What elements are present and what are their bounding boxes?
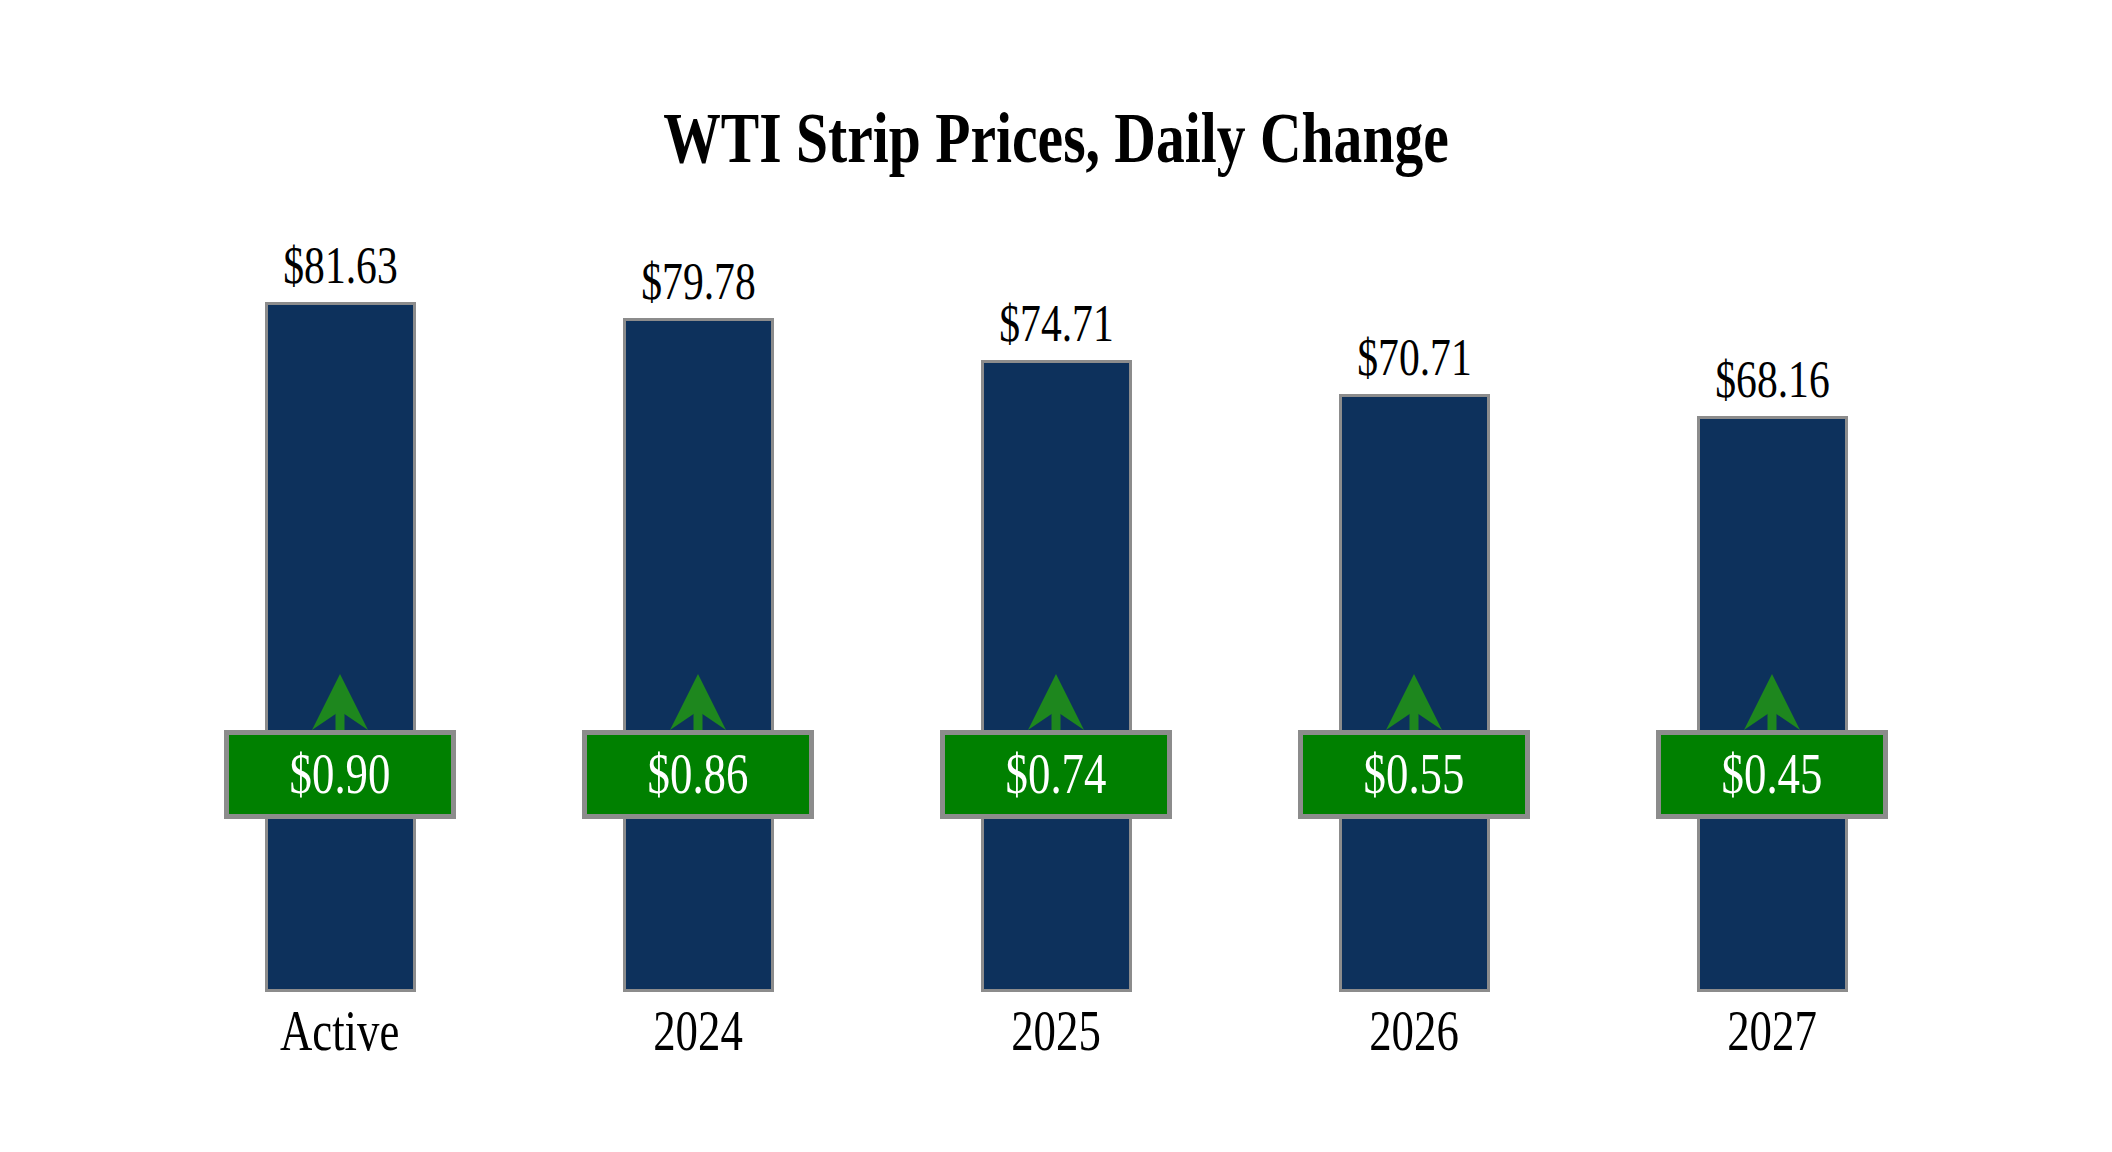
value-label: $74.71 bbox=[846, 296, 1266, 352]
change-badge-label: $0.74 bbox=[1006, 735, 1107, 813]
category-label: 2027 bbox=[1562, 1000, 1982, 1062]
category-label: Active bbox=[130, 1000, 550, 1062]
value-label-text: $74.71 bbox=[999, 296, 1113, 352]
value-label-text: $68.16 bbox=[1715, 352, 1829, 408]
value-label: $68.16 bbox=[1562, 352, 1982, 408]
value-label: $79.78 bbox=[488, 254, 908, 310]
price-bar bbox=[623, 318, 774, 992]
change-badge: $0.74 bbox=[940, 730, 1172, 819]
category-label: 2024 bbox=[488, 1000, 908, 1062]
up-arrow-icon bbox=[1386, 674, 1442, 730]
category-label-text: 2026 bbox=[1369, 1000, 1459, 1062]
chart-title-text: WTI Strip Prices, Daily Change bbox=[663, 100, 1449, 176]
change-badge: $0.86 bbox=[582, 730, 814, 819]
chart-title: WTI Strip Prices, Daily Change bbox=[0, 100, 2112, 180]
change-badge-label: $0.90 bbox=[290, 735, 391, 813]
value-label: $81.63 bbox=[130, 238, 550, 294]
change-badge: $0.55 bbox=[1298, 730, 1530, 819]
category-label: 2026 bbox=[1204, 1000, 1624, 1062]
category-label-text: Active bbox=[280, 1000, 399, 1062]
up-arrow-icon bbox=[312, 674, 368, 730]
change-badge-label: $0.45 bbox=[1722, 735, 1823, 813]
value-label-text: $81.63 bbox=[283, 238, 397, 294]
price-bar bbox=[265, 302, 416, 992]
value-label-text: $79.78 bbox=[641, 254, 755, 310]
category-label-text: 2027 bbox=[1727, 1000, 1817, 1062]
change-badge: $0.45 bbox=[1656, 730, 1888, 819]
chart: WTI Strip Prices, Daily Change $81.63 $0.… bbox=[0, 0, 2112, 1152]
value-label: $70.71 bbox=[1204, 330, 1624, 386]
up-arrow-icon bbox=[670, 674, 726, 730]
category-label-text: 2024 bbox=[653, 1000, 743, 1062]
change-badge-label: $0.55 bbox=[1364, 735, 1465, 813]
change-badge: $0.90 bbox=[224, 730, 456, 819]
category-label-text: 2025 bbox=[1011, 1000, 1101, 1062]
up-arrow-icon bbox=[1028, 674, 1084, 730]
up-arrow-icon bbox=[1744, 674, 1800, 730]
change-badge-label: $0.86 bbox=[648, 735, 749, 813]
value-label-text: $70.71 bbox=[1357, 330, 1471, 386]
category-label: 2025 bbox=[846, 1000, 1266, 1062]
